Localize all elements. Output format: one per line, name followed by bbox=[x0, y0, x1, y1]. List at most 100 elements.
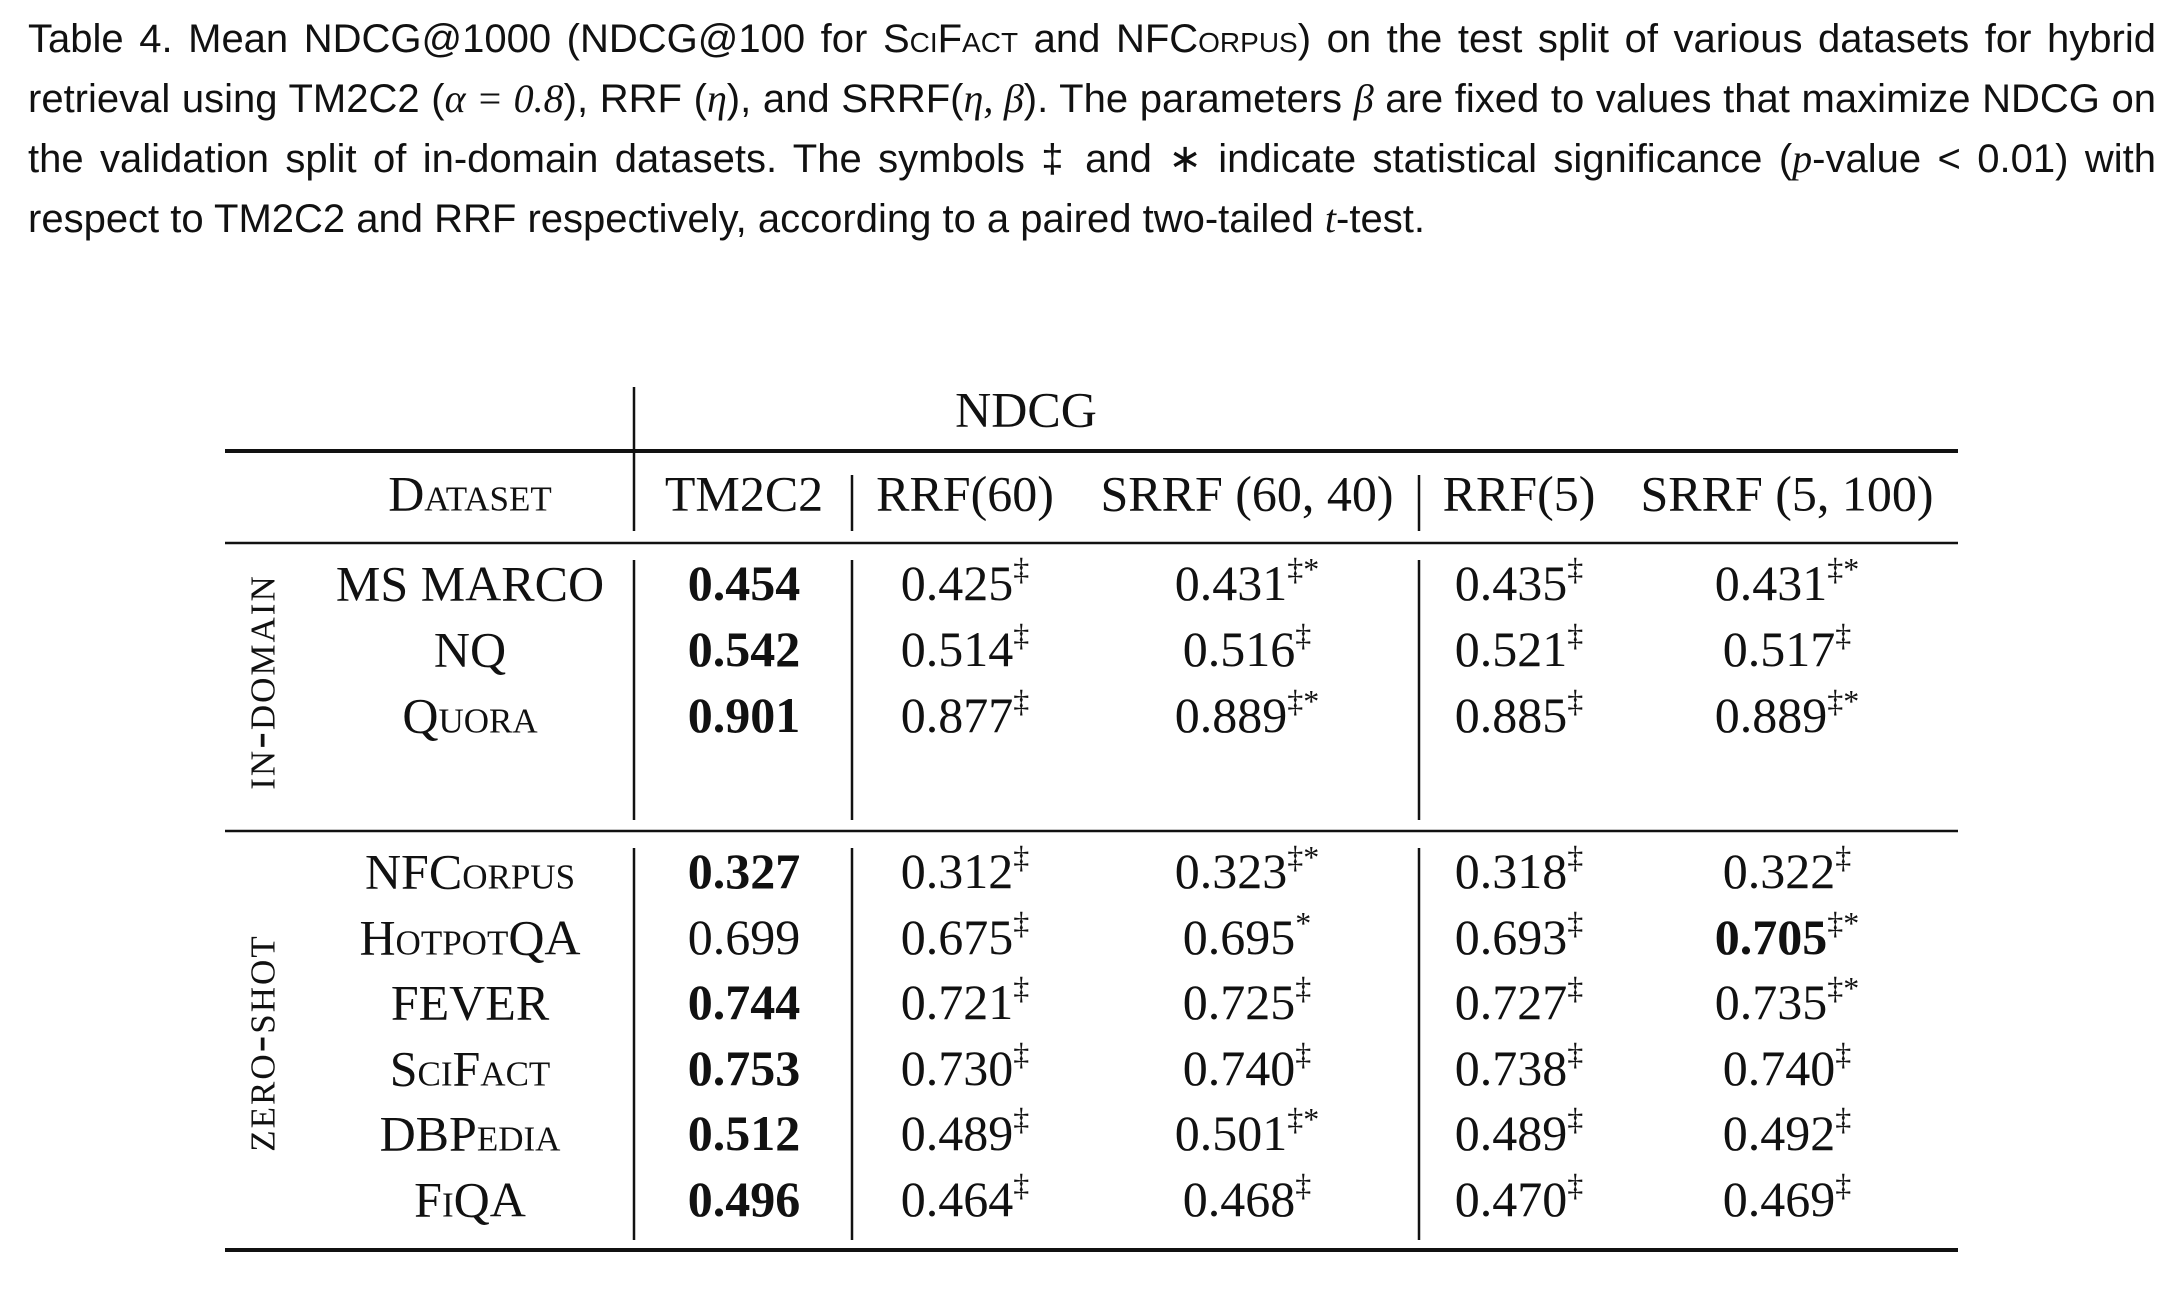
dataset-name: Quora bbox=[402, 687, 538, 743]
significance-mark: ‡ bbox=[1295, 970, 1311, 1006]
caption-text: α = 0.8 bbox=[444, 76, 564, 121]
significance-mark: ‡ bbox=[1013, 1167, 1029, 1203]
cell-value: 0.753 bbox=[688, 1040, 801, 1096]
cell-value: 0.469 bbox=[1723, 1171, 1836, 1227]
cell: 0.492‡ bbox=[1723, 1101, 1852, 1161]
significance-mark: ‡ bbox=[1295, 617, 1311, 653]
dataset-name: NQ bbox=[434, 621, 506, 677]
cell: 0.501‡* bbox=[1175, 1101, 1320, 1161]
cell: 0.693‡ bbox=[1455, 905, 1584, 965]
cell-value: 0.512 bbox=[688, 1105, 801, 1161]
cell: 0.312‡ bbox=[901, 839, 1030, 899]
caption-text: are fixed to values that maximize NDCG o… bbox=[28, 77, 2157, 181]
cell: 0.435‡ bbox=[1455, 551, 1584, 611]
cell: 0.730‡ bbox=[901, 1036, 1030, 1096]
cell: 0.323‡* bbox=[1175, 839, 1320, 899]
rules bbox=[225, 387, 1958, 1252]
cell-value: 0.431 bbox=[1715, 555, 1828, 611]
significance-mark: ‡ bbox=[1835, 617, 1851, 653]
cell: 0.901 bbox=[688, 687, 801, 743]
significance-mark: ‡ bbox=[1567, 1101, 1583, 1137]
significance-mark: ‡ bbox=[1013, 839, 1029, 875]
significance-mark: ‡ bbox=[1567, 970, 1583, 1006]
cell-value: 0.327 bbox=[688, 843, 801, 899]
significance-mark: ‡ bbox=[1013, 551, 1029, 587]
group-header: NDCG bbox=[955, 381, 1097, 437]
cell-value: 0.721 bbox=[901, 974, 1014, 1030]
caption-text: and bbox=[1018, 17, 1116, 61]
column-header: RRF(60) bbox=[876, 465, 1054, 521]
cell: 0.889‡* bbox=[1715, 683, 1860, 743]
cell: 0.496 bbox=[688, 1171, 801, 1227]
significance-mark: ‡ bbox=[1013, 683, 1029, 719]
significance-mark: ‡ bbox=[1567, 1036, 1583, 1072]
cell: 0.725‡ bbox=[1183, 970, 1312, 1030]
dataset-name: FEVER bbox=[391, 974, 550, 1030]
caption-text: p bbox=[1792, 136, 1813, 181]
cell: 0.885‡ bbox=[1455, 683, 1584, 743]
cell-value: 0.312 bbox=[901, 843, 1014, 899]
dataset-name: DBPedia bbox=[380, 1105, 562, 1161]
cell: 0.425‡ bbox=[901, 551, 1030, 611]
cell-value: 0.470 bbox=[1455, 1171, 1568, 1227]
significance-mark: ‡* bbox=[1827, 683, 1859, 719]
significance-mark: ‡* bbox=[1287, 683, 1319, 719]
significance-mark: ‡* bbox=[1287, 839, 1319, 875]
dataset-name: FiQA bbox=[414, 1171, 526, 1227]
significance-mark: ‡ bbox=[1295, 1167, 1311, 1203]
cell: 0.514‡ bbox=[901, 617, 1030, 677]
significance-mark: ‡ bbox=[1835, 1101, 1851, 1137]
significance-mark: ‡ bbox=[1567, 905, 1583, 941]
cell-value: 0.318 bbox=[1455, 843, 1568, 899]
cell-value: 0.885 bbox=[1455, 687, 1568, 743]
group-label: zero-shot bbox=[229, 934, 285, 1151]
cell: 0.327 bbox=[688, 843, 801, 899]
significance-mark: ‡ bbox=[1567, 683, 1583, 719]
caption: Table 4. Mean NDCG@1000 (NDCG@100 for Sc… bbox=[28, 10, 2156, 249]
cell-value: 0.464 bbox=[901, 1171, 1014, 1227]
cell: 0.512 bbox=[688, 1105, 801, 1161]
cell-value: 0.322 bbox=[1723, 843, 1836, 899]
cell-value: 0.489 bbox=[901, 1105, 1014, 1161]
significance-mark: ‡ bbox=[1013, 905, 1029, 941]
cell-value: 0.542 bbox=[688, 621, 801, 677]
significance-mark: ‡ bbox=[1567, 1167, 1583, 1203]
cell: 0.699 bbox=[688, 909, 801, 965]
cell: 0.740‡ bbox=[1723, 1036, 1852, 1096]
significance-mark: * bbox=[1295, 905, 1311, 941]
significance-mark: ‡ bbox=[1013, 1036, 1029, 1072]
cell: 0.727‡ bbox=[1455, 970, 1584, 1030]
dataset-name: MS MARCO bbox=[336, 555, 604, 611]
cell-value: 0.516 bbox=[1183, 621, 1296, 677]
cell: 0.738‡ bbox=[1455, 1036, 1584, 1096]
cell-value: 0.501 bbox=[1175, 1105, 1288, 1161]
caption-text: Table 4. Mean NDCG@1000 (NDCG@100 for bbox=[28, 17, 883, 61]
cell-value: 0.468 bbox=[1183, 1171, 1296, 1227]
cell: 0.740‡ bbox=[1183, 1036, 1312, 1096]
caption-text: -test. bbox=[1336, 197, 1425, 241]
cell-value: 0.425 bbox=[901, 555, 1014, 611]
significance-mark: ‡ bbox=[1567, 617, 1583, 653]
caption-text: t bbox=[1324, 196, 1337, 241]
caption-text: ) on the test split of various datasets … bbox=[28, 17, 2156, 121]
cell-value: 0.901 bbox=[688, 687, 801, 743]
cell: 0.675‡ bbox=[901, 905, 1030, 965]
significance-mark: ‡* bbox=[1827, 905, 1859, 941]
significance-mark: ‡ bbox=[1013, 617, 1029, 653]
cell: 0.517‡ bbox=[1723, 617, 1852, 677]
cell: 0.489‡ bbox=[1455, 1101, 1584, 1161]
cell: 0.468‡ bbox=[1183, 1167, 1312, 1227]
cell: 0.431‡* bbox=[1175, 551, 1320, 611]
caption-text: ), and SRRF( bbox=[726, 77, 964, 121]
column-header: TM2C2 bbox=[665, 465, 823, 521]
cell: 0.889‡* bbox=[1175, 683, 1320, 743]
significance-mark: ‡ bbox=[1295, 1036, 1311, 1072]
cell: 0.521‡ bbox=[1455, 617, 1584, 677]
significance-mark: ‡ bbox=[1835, 1036, 1851, 1072]
column-header: SRRF (60, 40) bbox=[1100, 465, 1393, 521]
significance-mark: ‡* bbox=[1287, 551, 1319, 587]
significance-mark: ‡ bbox=[1835, 1167, 1851, 1203]
cell-value: 0.740 bbox=[1723, 1040, 1836, 1096]
